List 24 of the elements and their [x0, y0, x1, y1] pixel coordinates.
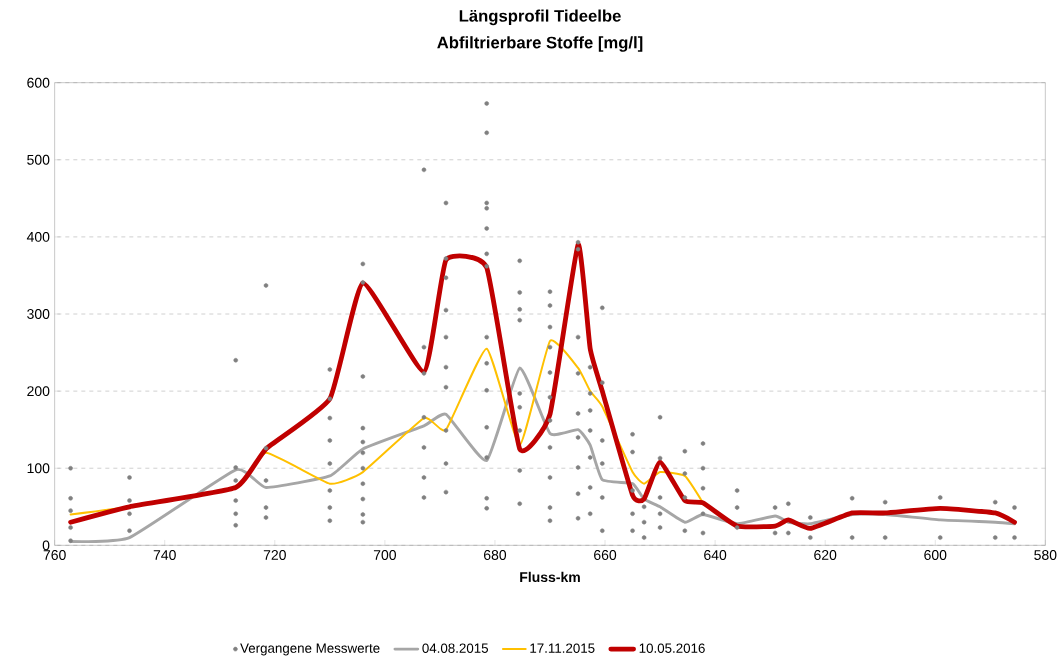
legend-label: 10.05.2016 [639, 643, 705, 653]
y-tick-label: 300 [27, 309, 50, 319]
x-tick-label: 600 [924, 550, 947, 560]
y-tick-label: 400 [26, 231, 50, 242]
x-tick-label: 720 [263, 550, 286, 560]
chart-subtitle: Abfiltrierbare Stoffe [mg/l] [437, 36, 643, 52]
y-tick-label: 600 [27, 77, 50, 88]
chart-title: Längsprofil Tideelbe [459, 9, 621, 26]
y-tick-label: 200 [27, 386, 50, 397]
x-tick-label: 760 [43, 550, 66, 560]
legend-label: 17.11.2015 [530, 643, 595, 653]
y-tick-label: 500 [27, 154, 50, 165]
x-tick-label: 620 [814, 550, 837, 560]
y-tick-label: 100 [27, 463, 50, 474]
legend-label: Vergangene Messwerte [240, 643, 380, 656]
x-axis-title: Fluss-km [520, 571, 580, 583]
x-tick-label: 580 [1034, 550, 1057, 560]
x-tick-label: 680 [483, 550, 507, 560]
x-tick-label: 700 [373, 550, 397, 560]
x-tick-label: 640 [704, 550, 727, 560]
y-tick-label: 0 [42, 540, 50, 551]
legend-label: 04.08.2015 [422, 643, 489, 653]
x-tick-label: 660 [594, 550, 617, 560]
x-tick-label: 740 [153, 550, 176, 560]
